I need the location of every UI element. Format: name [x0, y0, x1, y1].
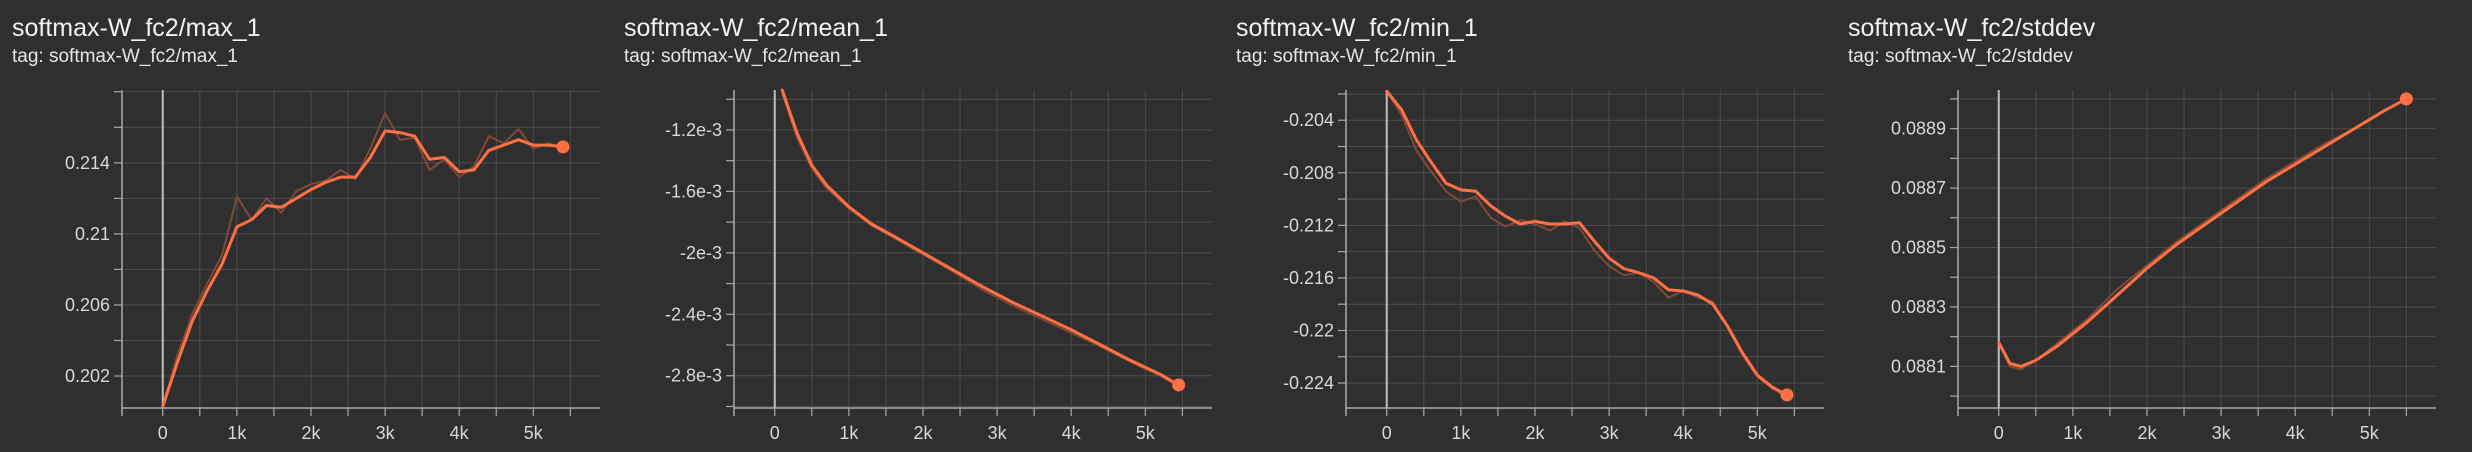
x-tick-label: 1k: [227, 423, 247, 443]
x-tick-label: 2k: [913, 423, 933, 443]
x-tick-label: 5k: [524, 423, 544, 443]
raw-series-line: [781, 92, 1180, 388]
y-tick-label: -1.6e-3: [665, 181, 722, 201]
y-tick-label: -0.22: [1293, 320, 1334, 340]
chart-panel-min: softmax-W_fc2/min_1 tag: softmax-W_fc2/m…: [1224, 0, 1824, 452]
y-tick-label: -0.224: [1283, 373, 1334, 393]
x-tick-label: 0: [770, 423, 780, 443]
y-tick-label: 0.206: [65, 295, 110, 315]
line-chart-stddev[interactable]: 0.0881 0.0883 0.0885 0.0887 0.0889 0 1k 2k 3k 4k 5…: [1836, 70, 2436, 452]
y-tick-label: -0.208: [1283, 163, 1334, 183]
y-tick-label: -2.4e-3: [665, 304, 722, 324]
x-tick-label: 1k: [2063, 423, 2083, 443]
chart-tag: tag: softmax-W_fc2/min_1: [1236, 46, 1457, 67]
x-tick-label: 4k: [2286, 423, 2306, 443]
x-tick-label: 3k: [1600, 423, 1620, 443]
grid: [122, 90, 600, 408]
grid: [1346, 90, 1824, 408]
x-tick-label: 5k: [1136, 423, 1156, 443]
y-tick-label: 0.214: [65, 153, 110, 173]
x-tick-label: 1k: [839, 423, 859, 443]
chart-panel-mean: softmax-W_fc2/mean_1 tag: softmax-W_fc2/…: [612, 0, 1212, 452]
y-tick-label: 0.0885: [1891, 238, 1946, 258]
x-tick-label: 5k: [1748, 423, 1768, 443]
y-tick-label: 0.21: [75, 224, 110, 244]
x-tick-label: 4k: [1674, 423, 1694, 443]
y-tick-label: -2.8e-3: [665, 366, 722, 386]
line-chart-max[interactable]: 0.202 0.206 0.21 0.214 0 1k 2k 3k 4k 5k: [0, 70, 600, 452]
chart-title: softmax-W_fc2/mean_1: [624, 14, 888, 42]
raw-series-line: [1997, 97, 2408, 371]
x-tick-label: 0: [1994, 423, 2004, 443]
chart-panel-max: softmax-W_fc2/max_1 tag: softmax-W_fc2/m…: [0, 0, 600, 452]
chart-tag: tag: softmax-W_fc2/mean_1: [624, 46, 862, 67]
x-tick-label: 2k: [1525, 423, 1545, 443]
x-tick-label: 0: [158, 423, 168, 443]
x-tick-label: 1k: [1451, 423, 1471, 443]
smoothed-series-line: [1997, 97, 2408, 368]
y-tick-label: 0.0883: [1891, 297, 1946, 317]
chart-panel-stddev: softmax-W_fc2/stddev tag: softmax-W_fc2/…: [1836, 0, 2436, 452]
last-point-marker: [2399, 92, 2413, 106]
x-tick-label: 2k: [2137, 423, 2157, 443]
chart-title: softmax-W_fc2/stddev: [1848, 14, 2096, 42]
grid: [734, 90, 1212, 408]
y-tick-label: -2e-3: [680, 243, 722, 263]
last-point-marker: [556, 140, 570, 154]
x-tick-label: 0: [1382, 423, 1392, 443]
chart-tag: tag: softmax-W_fc2/stddev: [1848, 46, 2073, 67]
y-tick-label: -0.204: [1283, 110, 1334, 130]
x-tick-label: 4k: [1062, 423, 1082, 443]
x-tick-label: 4k: [450, 423, 470, 443]
line-chart-mean[interactable]: -1.2e-3 -1.6e-3 -2e-3 -2.4e-3 -2.8e-3 0 1k 2k 3k…: [612, 70, 1212, 452]
x-tick-label: 3k: [988, 423, 1008, 443]
raw-series-line: [1385, 90, 1788, 399]
last-point-marker: [1172, 378, 1186, 392]
smoothed-series-line: [1385, 89, 1789, 397]
chart-title: softmax-W_fc2/max_1: [12, 14, 261, 42]
last-point-marker: [1780, 388, 1794, 402]
y-tick-label: 0.202: [65, 366, 110, 386]
y-tick-label: -0.212: [1283, 215, 1334, 235]
line-chart-min[interactable]: -0.204 -0.208 -0.212 -0.216 -0.22 -0.224 0 1k 2k…: [1224, 70, 1824, 452]
x-tick-label: 3k: [2212, 423, 2232, 443]
y-tick-label: 0.0887: [1891, 178, 1946, 198]
smoothed-series-line: [780, 88, 1181, 387]
x-tick-label: 5k: [2360, 423, 2380, 443]
x-tick-label: 3k: [376, 423, 396, 443]
y-tick-label: 0.0881: [1891, 356, 1946, 376]
y-tick-label: 0.0889: [1891, 119, 1946, 139]
y-tick-label: -0.216: [1283, 268, 1334, 288]
x-tick-label: 2k: [301, 423, 321, 443]
chart-tag: tag: softmax-W_fc2/max_1: [12, 46, 238, 67]
raw-series-line: [161, 112, 564, 408]
smoothed-series-line: [161, 129, 565, 408]
grid: [1958, 90, 2436, 408]
y-tick-label: -1.2e-3: [665, 120, 722, 140]
chart-title: softmax-W_fc2/min_1: [1236, 14, 1478, 42]
